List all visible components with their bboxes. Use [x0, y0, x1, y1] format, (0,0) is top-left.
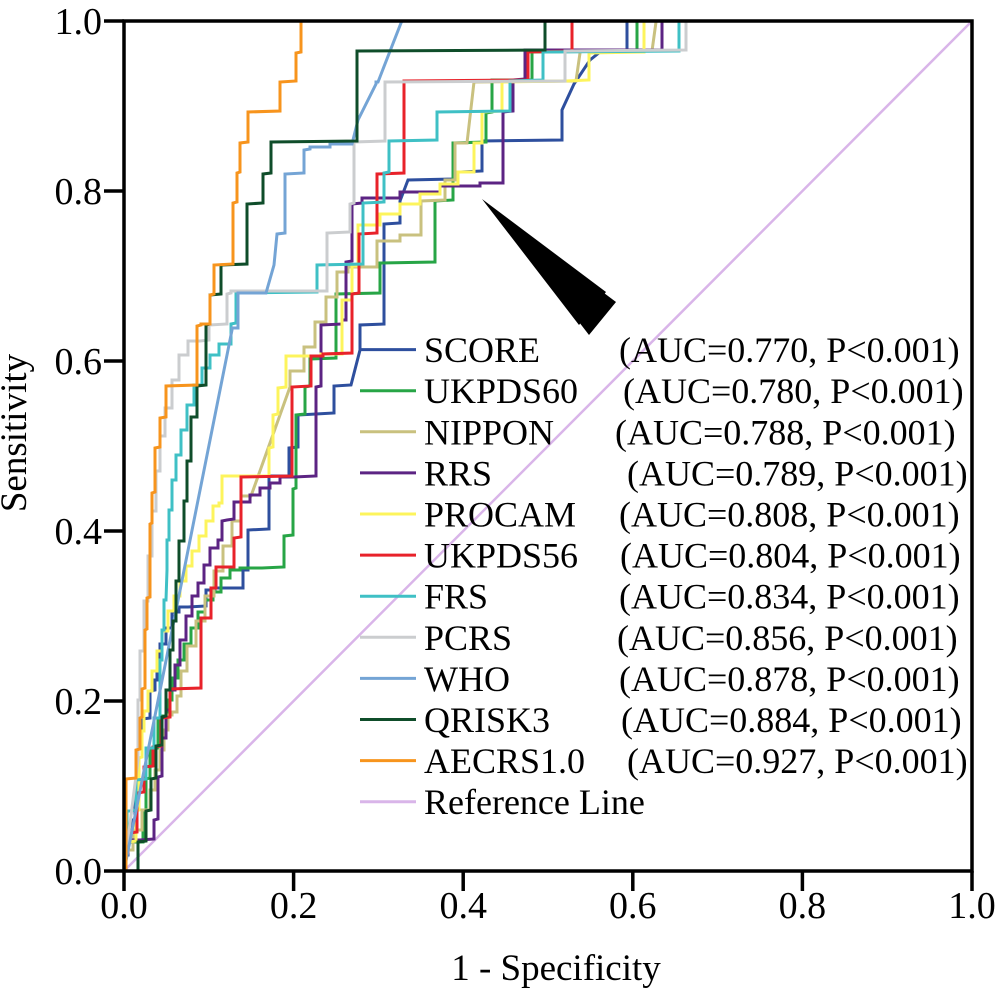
- svg-text:NIPPON: NIPPON: [424, 412, 554, 452]
- svg-text:(AUC=0.789, P<0.001): (AUC=0.789, P<0.001): [627, 453, 968, 493]
- svg-text:FRS: FRS: [424, 577, 488, 617]
- svg-text:(AUC=0.780, P<0.001): (AUC=0.780, P<0.001): [623, 371, 964, 411]
- svg-text:RRS: RRS: [424, 453, 492, 493]
- svg-text:0.2: 0.2: [270, 885, 318, 927]
- svg-text:0.0: 0.0: [100, 885, 148, 927]
- svg-text:(AUC=0.788, P<0.001): (AUC=0.788, P<0.001): [615, 412, 956, 452]
- svg-text:QRISK3: QRISK3: [424, 700, 550, 740]
- svg-text:0.8: 0.8: [55, 171, 103, 213]
- svg-text:PROCAM: PROCAM: [424, 495, 576, 535]
- svg-text:(AUC=0.770, P<0.001): (AUC=0.770, P<0.001): [619, 330, 960, 370]
- svg-text:0.4: 0.4: [55, 511, 103, 553]
- svg-text:Sensitivity: Sensitivity: [0, 353, 35, 512]
- svg-text:UKPDS60: UKPDS60: [424, 371, 578, 411]
- svg-text:SCORE: SCORE: [424, 330, 540, 370]
- svg-text:AECRS1.0: AECRS1.0: [424, 741, 585, 781]
- svg-text:(AUC=0.878, P<0.001): (AUC=0.878, P<0.001): [619, 659, 960, 699]
- svg-text:0.2: 0.2: [55, 681, 103, 723]
- svg-text:(AUC=0.804, P<0.001): (AUC=0.804, P<0.001): [620, 536, 961, 576]
- svg-text:1 - Specificity: 1 - Specificity: [451, 948, 661, 989]
- svg-text:(AUC=0.834, P<0.001): (AUC=0.834, P<0.001): [619, 577, 960, 617]
- svg-text:WHO: WHO: [424, 659, 510, 699]
- svg-text:(AUC=0.856, P<0.001): (AUC=0.856, P<0.001): [617, 618, 958, 658]
- svg-text:(AUC=0.884, P<0.001): (AUC=0.884, P<0.001): [621, 700, 962, 740]
- svg-text:1.0: 1.0: [55, 1, 103, 43]
- svg-text:Reference Line: Reference Line: [424, 782, 645, 822]
- svg-text:(AUC=0.808, P<0.001): (AUC=0.808, P<0.001): [619, 495, 960, 535]
- svg-text:0.0: 0.0: [55, 851, 103, 893]
- svg-text:0.6: 0.6: [609, 885, 657, 927]
- svg-text:0.6: 0.6: [55, 341, 103, 383]
- svg-text:(AUC=0.927, P<0.001): (AUC=0.927, P<0.001): [627, 741, 968, 781]
- svg-text:1.0: 1.0: [948, 885, 996, 927]
- svg-text:0.4: 0.4: [439, 885, 487, 927]
- svg-text:PCRS: PCRS: [424, 618, 512, 658]
- svg-text:0.8: 0.8: [779, 885, 827, 927]
- svg-text:UKPDS56: UKPDS56: [424, 536, 578, 576]
